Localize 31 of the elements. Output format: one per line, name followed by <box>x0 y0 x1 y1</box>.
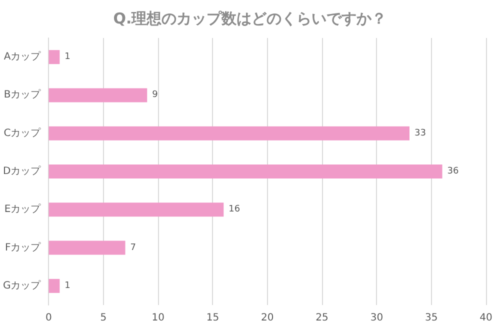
data-label: 1 <box>64 280 70 291</box>
x-tick-label: 5 <box>100 312 107 324</box>
x-tick-label: 40 <box>480 312 492 324</box>
chart-title: Q.理想のカップ数はどのくらいですか？ <box>113 10 387 28</box>
y-tick-label: Dカップ <box>3 165 42 177</box>
x-tick-label: 35 <box>424 312 438 324</box>
y-tick-label: Cカップ <box>4 126 42 139</box>
y-tick-label: Bカップ <box>4 88 42 101</box>
bar <box>48 126 410 140</box>
x-tick-label: 30 <box>370 312 384 324</box>
y-tick-label: Eカップ <box>4 203 42 216</box>
bar <box>48 50 60 64</box>
x-tick-label: 25 <box>316 312 328 324</box>
data-label: 7 <box>130 242 136 253</box>
y-tick-label: Fカップ <box>4 241 42 254</box>
bar <box>48 88 148 102</box>
data-label: 36 <box>447 166 459 176</box>
data-label: 1 <box>64 52 70 62</box>
x-tick-label: 20 <box>261 312 274 324</box>
bar <box>48 240 126 255</box>
data-label: 16 <box>228 204 240 215</box>
data-label: 9 <box>152 90 158 100</box>
data-label: 33 <box>414 128 426 138</box>
y-tick-label: Aカップ <box>4 50 42 63</box>
y-tick-label: Gカップ <box>3 279 42 292</box>
x-tick-label: 15 <box>206 312 220 324</box>
x-tick-label: 0 <box>46 312 52 324</box>
bar <box>48 202 224 217</box>
bar <box>48 278 60 293</box>
bar <box>48 164 442 178</box>
x-tick-label: 10 <box>152 312 164 324</box>
